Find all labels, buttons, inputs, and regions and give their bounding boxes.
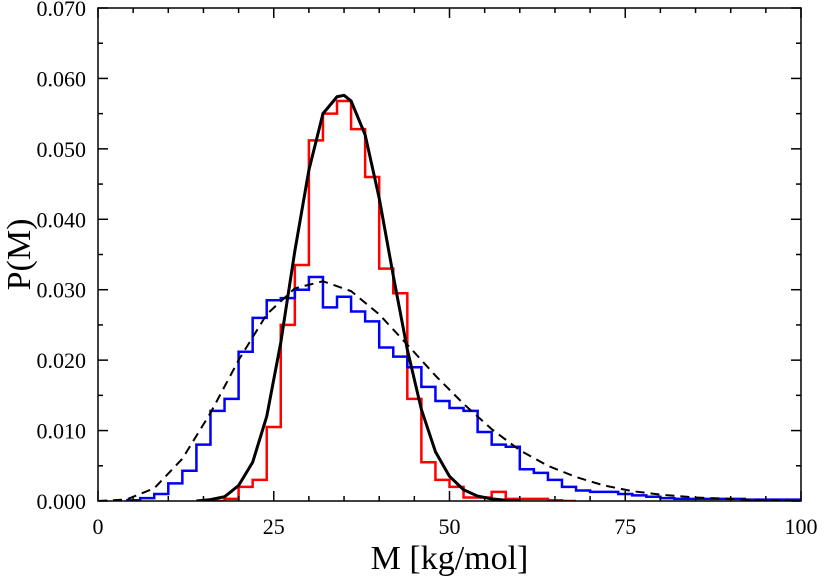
x-axis-title: M [kg/mol] xyxy=(371,540,529,577)
y-tick-label: 0.020 xyxy=(37,348,87,373)
y-tick-label: 0.040 xyxy=(37,207,87,232)
x-tick-label: 75 xyxy=(614,514,636,539)
plot-frame xyxy=(97,7,802,502)
y-tick-label: 0.050 xyxy=(37,137,87,162)
x-tick-label: 100 xyxy=(785,514,818,539)
y-tick-label: 0.030 xyxy=(37,278,87,303)
tick-layer: 0 25 50 75 100 0.000 0.010 0.020 0.030 0.040 0.050… xyxy=(37,0,818,539)
blue-histogram-series xyxy=(126,275,801,501)
y-axis-title: P(M) xyxy=(1,219,38,291)
y-tick-label: 0.060 xyxy=(37,66,87,91)
dashed-fit-series xyxy=(98,280,801,501)
solid-fit-series xyxy=(196,93,520,501)
data-layer xyxy=(98,93,801,501)
y-tick-label: 0.000 xyxy=(37,489,87,514)
x-tick-label: 25 xyxy=(263,514,285,539)
x-tick-label: 50 xyxy=(439,514,461,539)
red-histogram-series xyxy=(210,99,577,501)
y-tick-label: 0.010 xyxy=(37,419,87,444)
x-tick-label: 0 xyxy=(93,514,104,539)
y-tick-label: 0.070 xyxy=(37,0,87,21)
